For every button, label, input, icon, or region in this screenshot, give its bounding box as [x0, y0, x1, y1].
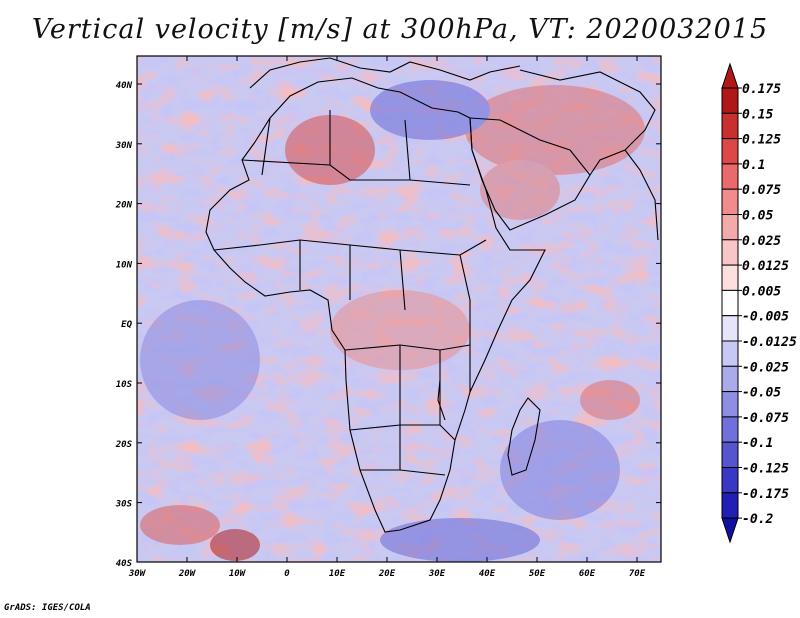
lon-label: 10E	[329, 569, 346, 579]
lat-label: 20N	[115, 201, 133, 211]
colorbar-label: 0.1	[742, 158, 765, 173]
colorbar-label: -0.05	[742, 386, 781, 401]
lat-label: 10N	[116, 260, 133, 270]
lon-label: 70E	[629, 569, 646, 579]
colorbar-top-arrow	[721, 62, 739, 89]
lon-label: 20W	[178, 569, 197, 579]
lon-label: 20E	[378, 569, 396, 579]
colorbar-label: 0.15	[742, 107, 773, 122]
colorbar-segment	[721, 87, 739, 114]
lat-label: EQ	[121, 320, 132, 330]
colorbar-segment	[721, 163, 739, 190]
colorbar-segment	[721, 214, 739, 241]
colorbar-label: -0.1	[742, 436, 773, 451]
colorbar-label: -0.2	[742, 512, 773, 527]
lon-labels: 30W 20W 10W 0 10E 20E 30E 40E 50E 60E 70E	[128, 569, 646, 579]
lat-label: 20S	[115, 440, 133, 450]
colorbar-label: 0.0125	[742, 259, 789, 274]
colorbar-label: 0.175	[742, 82, 781, 97]
colorbar-label: 0.025	[742, 234, 781, 249]
lon-label: 50E	[529, 569, 546, 579]
colorbar-label: -0.005	[742, 310, 789, 325]
colorbar-bottom-arrow	[721, 517, 739, 544]
colorbar-segment	[721, 112, 739, 140]
colorbar-segment	[721, 315, 739, 342]
lat-label: 40S	[116, 559, 133, 569]
lat-label: 10S	[116, 380, 133, 390]
lon-label: 40E	[479, 569, 496, 579]
velocity-field	[137, 56, 661, 562]
axis-ticks	[136, 56, 661, 563]
colorbar-segment	[721, 492, 739, 519]
lon-label: 30E	[428, 569, 446, 579]
colorbar-segment	[721, 239, 739, 266]
plot-frame	[136, 55, 662, 563]
colorbar-segment	[721, 340, 739, 367]
lon-label: 60E	[579, 569, 596, 579]
colorbar-segment	[721, 416, 739, 443]
colorbar-segment	[721, 138, 739, 165]
colorbar-label: -0.025	[742, 360, 789, 375]
colorbar-segment	[721, 467, 739, 494]
colorbar-label: 0.005	[742, 284, 781, 299]
colorbar-segment	[721, 188, 739, 215]
coastlines	[205, 57, 659, 533]
lon-label: 10W	[229, 569, 247, 579]
lat-label: 30N	[115, 141, 133, 151]
chart-title: Vertical velocity [m/s] at 300hPa, VT: 2…	[31, 14, 769, 45]
colorbar-segment	[721, 264, 739, 291]
colorbar-segment	[721, 441, 739, 469]
colorbar-segment	[721, 391, 739, 418]
grads-credit: GrADS: IGES/COLA	[4, 603, 91, 613]
colorbar-segment	[721, 289, 739, 317]
colorbar-label: 0.075	[742, 183, 781, 198]
colorbar-label: -0.125	[742, 462, 789, 477]
colorbar-label: -0.075	[742, 411, 789, 426]
colorbar-label: 0.05	[742, 209, 773, 224]
colorbar-label: 0.125	[742, 133, 781, 148]
colorbar-label: -0.0125	[742, 335, 797, 350]
lat-label: 30S	[115, 500, 133, 510]
colorbar-segment	[721, 365, 739, 393]
lon-label: 0	[284, 569, 290, 579]
lat-labels: 40N 30N 20N 10N EQ 10S 20S 30S 40S	[115, 81, 133, 569]
colorbar: 0.175 0.15 0.125 0.1 0.075 0.05 0.025 0.0125 0.0…	[721, 62, 797, 544]
lat-label: 40N	[116, 81, 133, 91]
lon-label: 30W	[128, 569, 147, 579]
colorbar-label: -0.175	[742, 487, 789, 502]
